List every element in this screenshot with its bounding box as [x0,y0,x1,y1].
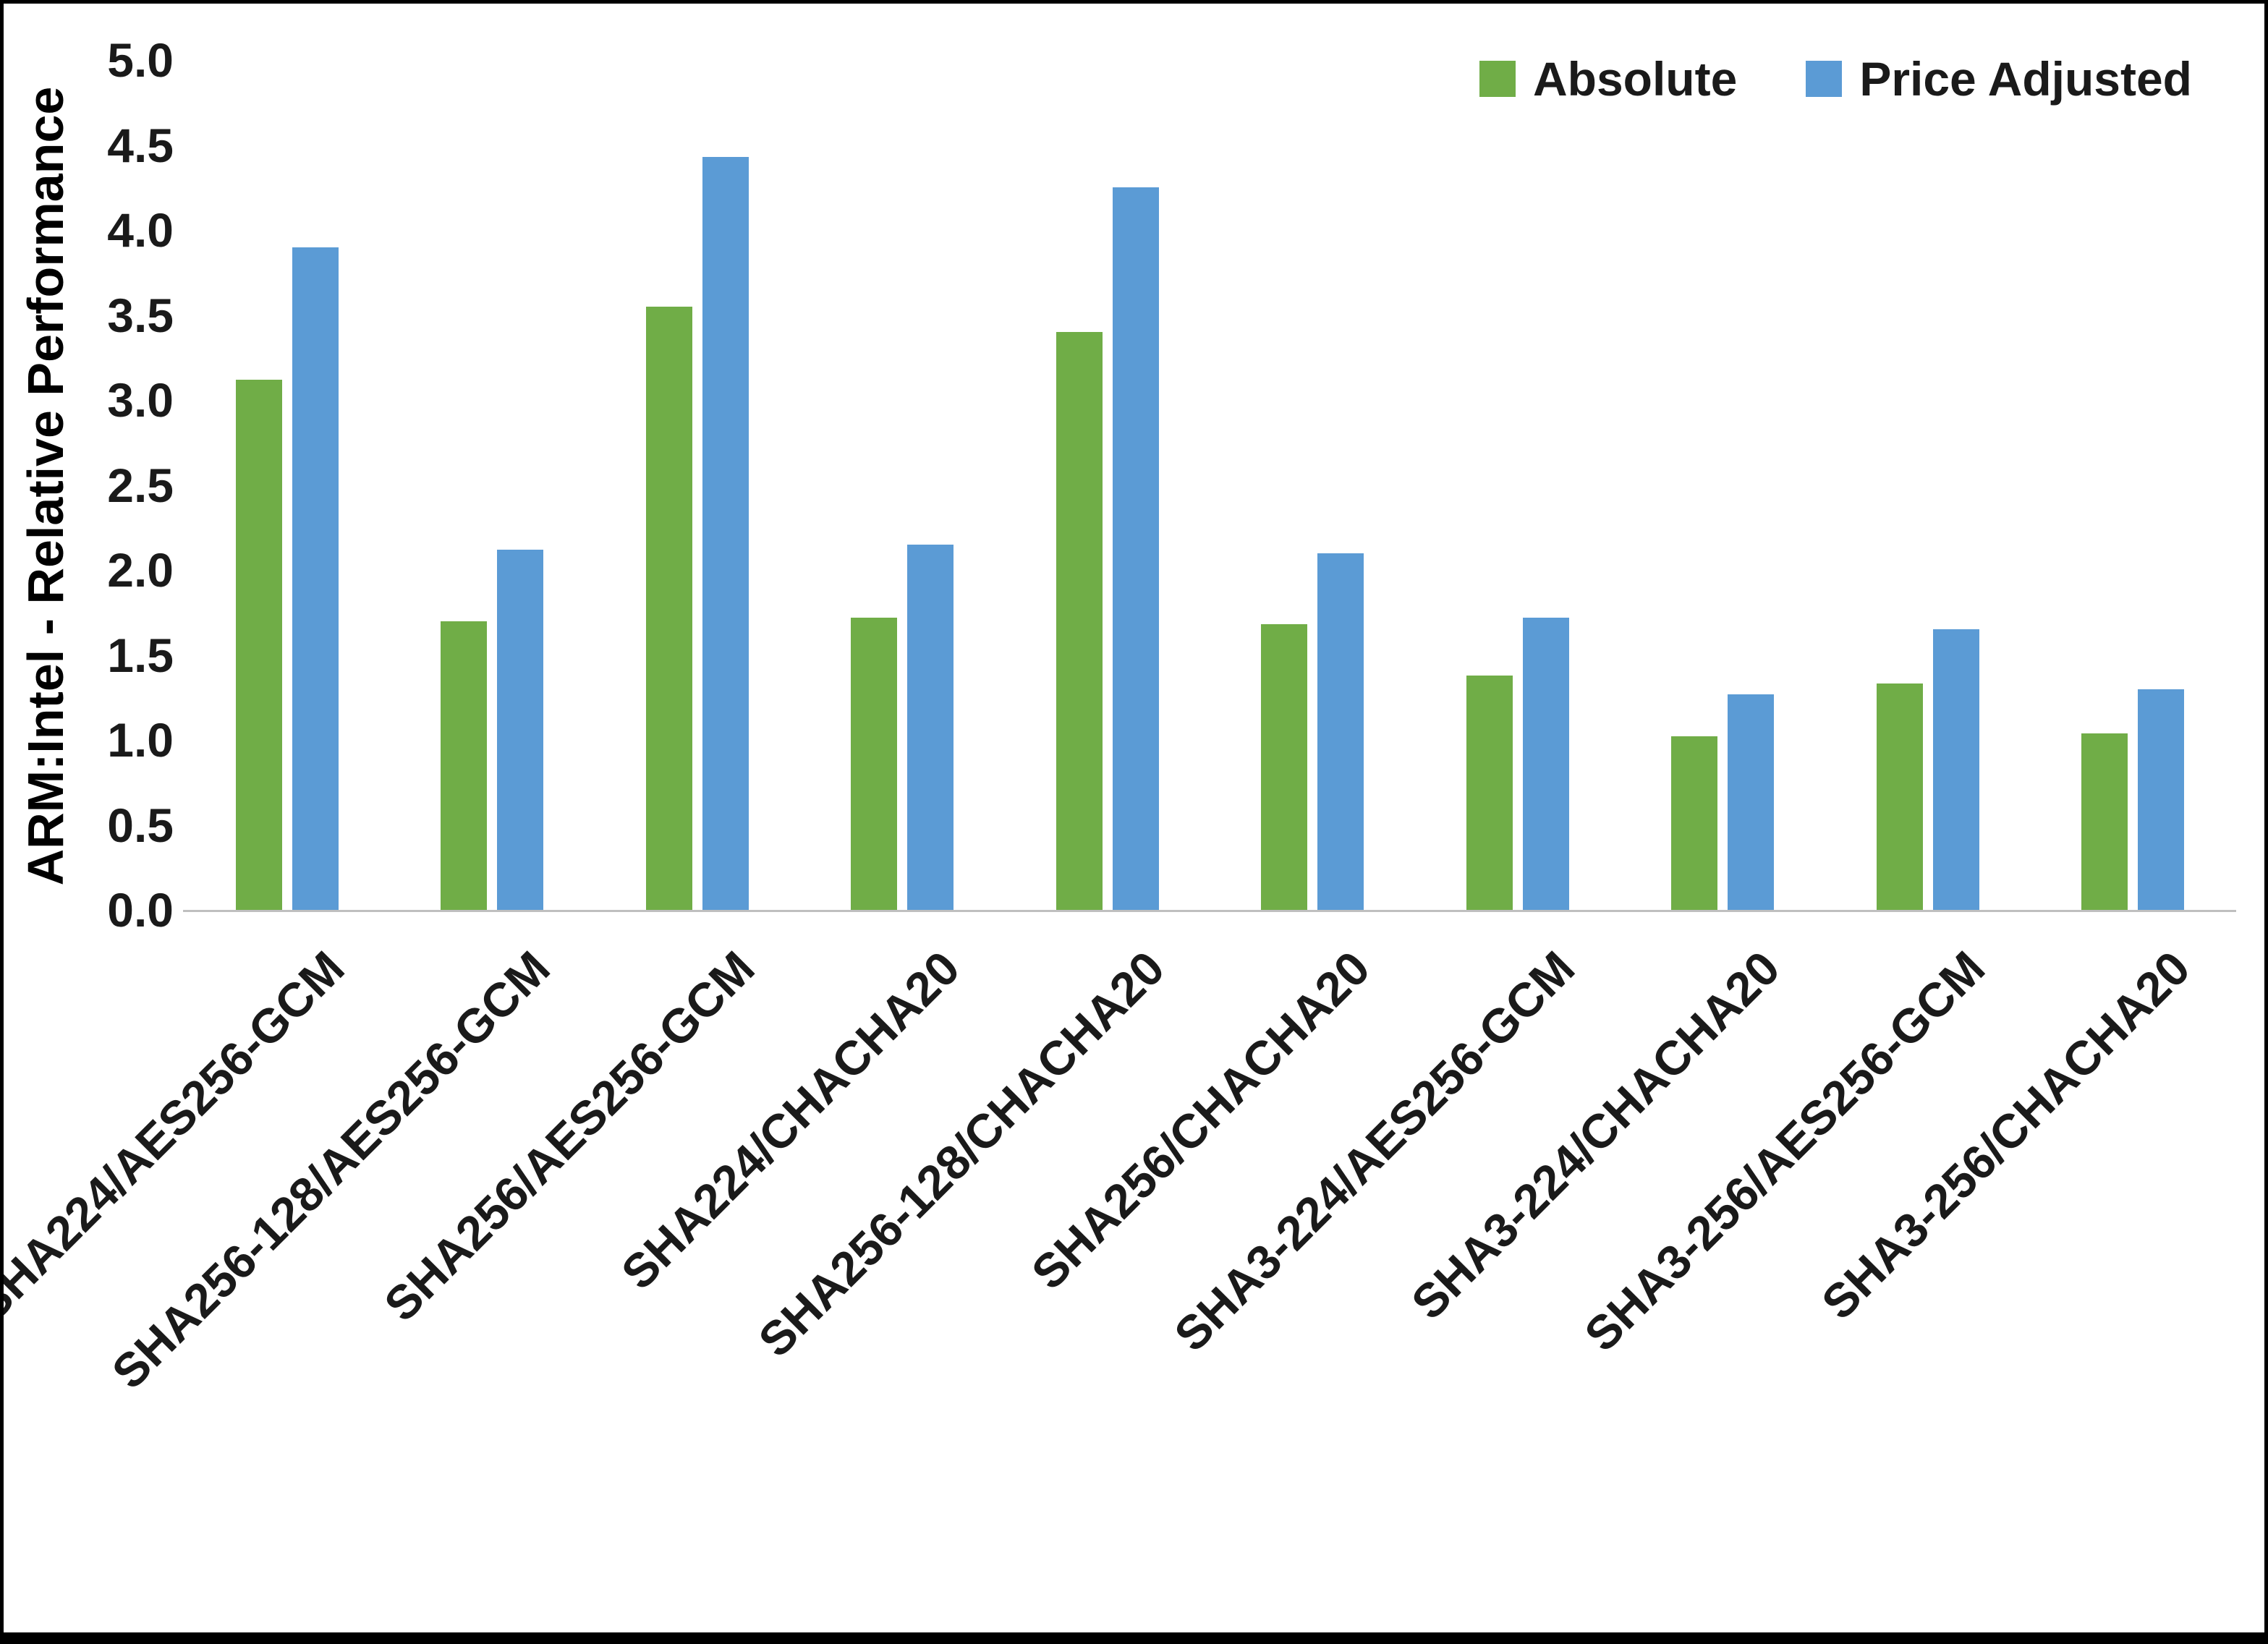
legend-item-price-adjusted: Price Adjusted [1806,51,2192,106]
bar-price-adjusted [1317,553,1364,910]
y-tick-label: 4.5 [107,118,174,172]
bar-price-adjusted [1728,694,1775,910]
bar-absolute [645,306,692,910]
x-tick-label: SHA224/CHACHA20 [611,940,970,1300]
legend-label-price-adjusted: Price Adjusted [1859,52,2192,106]
bar-absolute [851,617,898,910]
x-tick-label: SHA256-128/AES256-GCM [101,940,560,1400]
legend: Absolute Price Adjusted [1479,51,2192,106]
y-tick-label: 5.0 [107,33,174,87]
y-tick-label: 1.0 [107,713,174,767]
x-tick-label: SHA3-256/AES256-GCM [1574,940,1995,1362]
y-tick-label: 2.0 [107,543,174,597]
y-tick-label: 3.5 [107,288,174,342]
y-tick-label: 3.0 [107,373,174,427]
x-tick-label: SHA256/CHACHA20 [1021,940,1380,1300]
y-tick-label: 0.0 [107,883,174,937]
x-tick-label: SHA3-224/CHACHA20 [1401,940,1791,1330]
x-tick-label: SHA3-224/AES256-GCM [1164,940,1585,1362]
y-tick-label: 0.5 [107,798,174,852]
bar-absolute [2081,733,2128,910]
bar-price-adjusted [1112,187,1159,910]
bar-price-adjusted [702,156,749,910]
bar-absolute [1261,624,1308,910]
legend-item-absolute: Absolute [1479,51,1737,106]
x-tick-label: SHA256-128/CHACHA20 [748,940,1175,1367]
legend-label-absolute: Absolute [1532,52,1738,106]
legend-swatch-price-adjusted-icon [1806,61,1843,97]
bar-absolute [1671,736,1718,910]
bar-absolute [235,379,282,910]
bar-price-adjusted [292,247,339,910]
y-tick-label: 4.0 [107,203,174,257]
bar-price-adjusted [907,544,954,910]
x-tick-label: SHA256/AES256-GCM [373,940,765,1332]
y-tick-label: 2.5 [107,458,174,512]
y-tick-label: 1.5 [107,628,174,682]
bar-price-adjusted [1932,629,1979,910]
bar-price-adjusted [2138,689,2185,910]
bar-absolute [1466,675,1513,910]
x-axis-line [183,910,2236,912]
bar-price-adjusted [1522,617,1569,910]
legend-swatch-absolute-icon [1479,61,1516,97]
bar-absolute [1876,683,1923,910]
bar-price-adjusted [497,549,544,910]
x-tick-label: SHA3-256/CHACHA20 [1811,940,2201,1330]
x-tick-label: SHA224/AES256-GCM [0,940,354,1332]
bar-absolute [1056,332,1103,910]
bar-absolute [441,621,488,910]
